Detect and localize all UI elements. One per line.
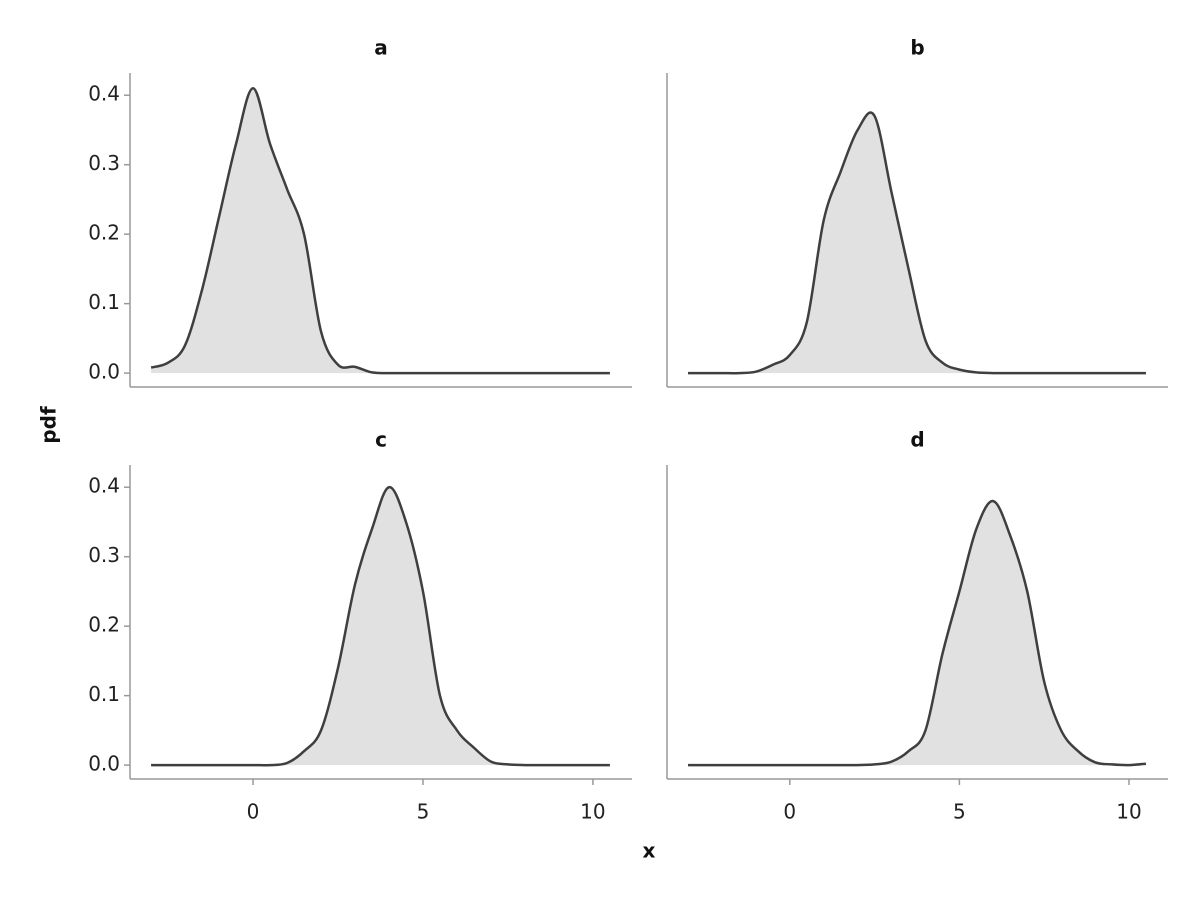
x-tick-label: 10 (1116, 800, 1141, 824)
y-tick-label: 0.0 (88, 752, 120, 776)
density-line (151, 486, 610, 767)
y-tick-label: 0.2 (88, 613, 120, 637)
y-axis-label: pdf (37, 406, 61, 444)
y-tick-label: 0.1 (88, 290, 120, 314)
x-tick-label: 10 (580, 800, 605, 824)
x-tick-label: 0 (783, 800, 796, 824)
y-tick-label: 0.4 (88, 82, 120, 106)
panel-title: c (375, 428, 387, 452)
y-tick-label: 0.0 (88, 360, 120, 384)
x-tick-label: 0 (247, 800, 260, 824)
density-line (688, 499, 1147, 767)
density-area (151, 88, 610, 374)
x-axis-label: x (643, 839, 656, 863)
density-area (688, 501, 1146, 766)
density-area (688, 112, 1146, 374)
x-tick-label: 5 (953, 800, 966, 824)
panel-title: a (374, 36, 388, 60)
density-area (151, 487, 610, 766)
y-tick-label: 0.2 (88, 221, 120, 245)
y-tick-label: 0.3 (88, 543, 120, 567)
density-line (688, 111, 1146, 375)
panel-title: d (910, 428, 924, 452)
density-line (150, 87, 610, 375)
panel-title: b (910, 36, 924, 60)
y-tick-label: 0.4 (88, 474, 120, 498)
x-tick-label: 5 (417, 800, 430, 824)
y-tick-label: 0.3 (88, 151, 120, 175)
y-tick-label: 0.1 (88, 682, 120, 706)
